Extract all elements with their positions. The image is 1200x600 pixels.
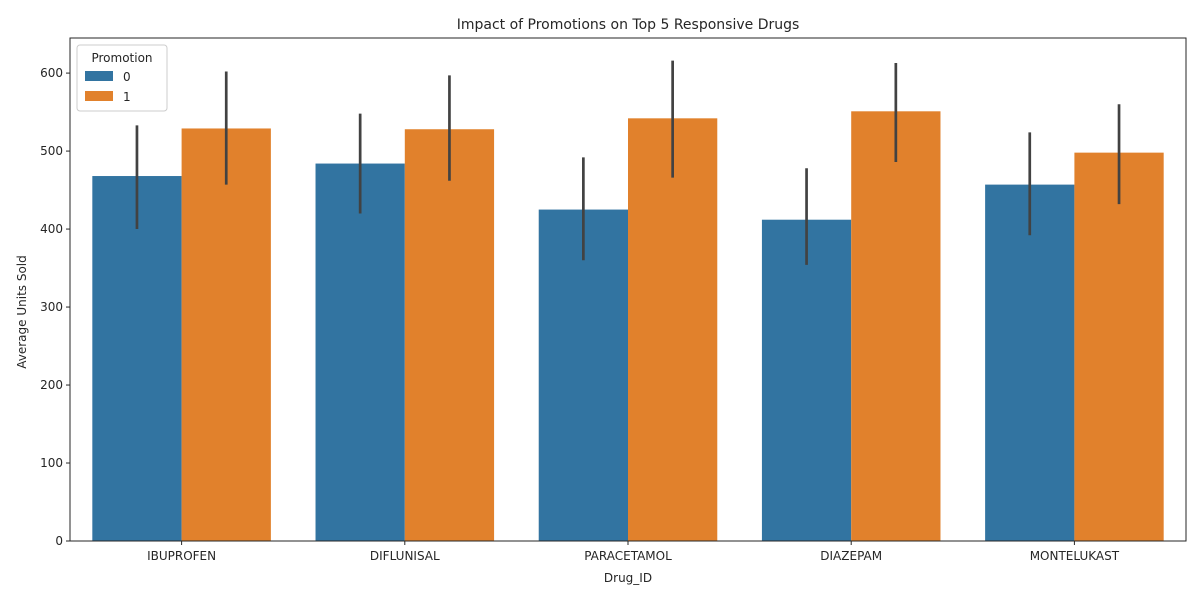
bar-ibuprofen-promotion-0 bbox=[92, 176, 182, 541]
y-tick-label: 200 bbox=[40, 378, 63, 392]
legend: Promotion 0 1 bbox=[76, 44, 168, 112]
y-axis-label: Average Units Sold bbox=[15, 255, 29, 369]
bar-diazepam-promotion-0 bbox=[761, 219, 852, 542]
legend-label-1: 1 bbox=[123, 90, 131, 104]
legend-title: Promotion bbox=[91, 51, 152, 65]
legend-label-0: 0 bbox=[123, 70, 131, 84]
y-tick-label: 500 bbox=[40, 144, 63, 158]
x-tick-label: PARACETAMOL bbox=[584, 549, 672, 563]
x-tick-label: IBUPROFEN bbox=[147, 549, 216, 563]
bar-diflunisal-promotion-0 bbox=[315, 163, 405, 541]
x-axis-label: Drug_ID bbox=[604, 571, 652, 585]
bar-diazepam-promotion-1 bbox=[851, 111, 941, 542]
bar-diflunisal-promotion-1 bbox=[404, 129, 495, 541]
y-axis: 0 100 200 300 400 500 600 bbox=[40, 66, 70, 548]
x-tick-label: MONTELUKAST bbox=[1030, 549, 1120, 563]
bar-ibuprofen-promotion-1 bbox=[181, 128, 271, 541]
y-tick-label: 0 bbox=[55, 534, 63, 548]
y-tick-label: 400 bbox=[40, 222, 63, 236]
legend-swatch-1 bbox=[85, 91, 113, 101]
bar-montelukast-promotion-1 bbox=[1074, 152, 1164, 541]
bar-paracetamol-promotion-0 bbox=[538, 209, 628, 541]
bar-paracetamol-promotion-1 bbox=[628, 118, 718, 541]
x-tick-label: DIAZEPAM bbox=[820, 549, 882, 563]
x-tick-label: DIFLUNISAL bbox=[370, 549, 440, 563]
y-tick-label: 100 bbox=[40, 456, 63, 470]
y-tick-label: 600 bbox=[40, 66, 63, 80]
legend-swatch-0 bbox=[85, 71, 113, 81]
bar-montelukast-promotion-0 bbox=[985, 184, 1075, 542]
chart-title: Impact of Promotions on Top 5 Responsive… bbox=[457, 17, 800, 33]
x-axis: IBUPROFEN DIFLUNISAL PARACETAMOL DIAZEPAM MO… bbox=[147, 541, 1120, 563]
y-tick-label: 300 bbox=[40, 300, 63, 314]
plot-area bbox=[69, 37, 1187, 542]
